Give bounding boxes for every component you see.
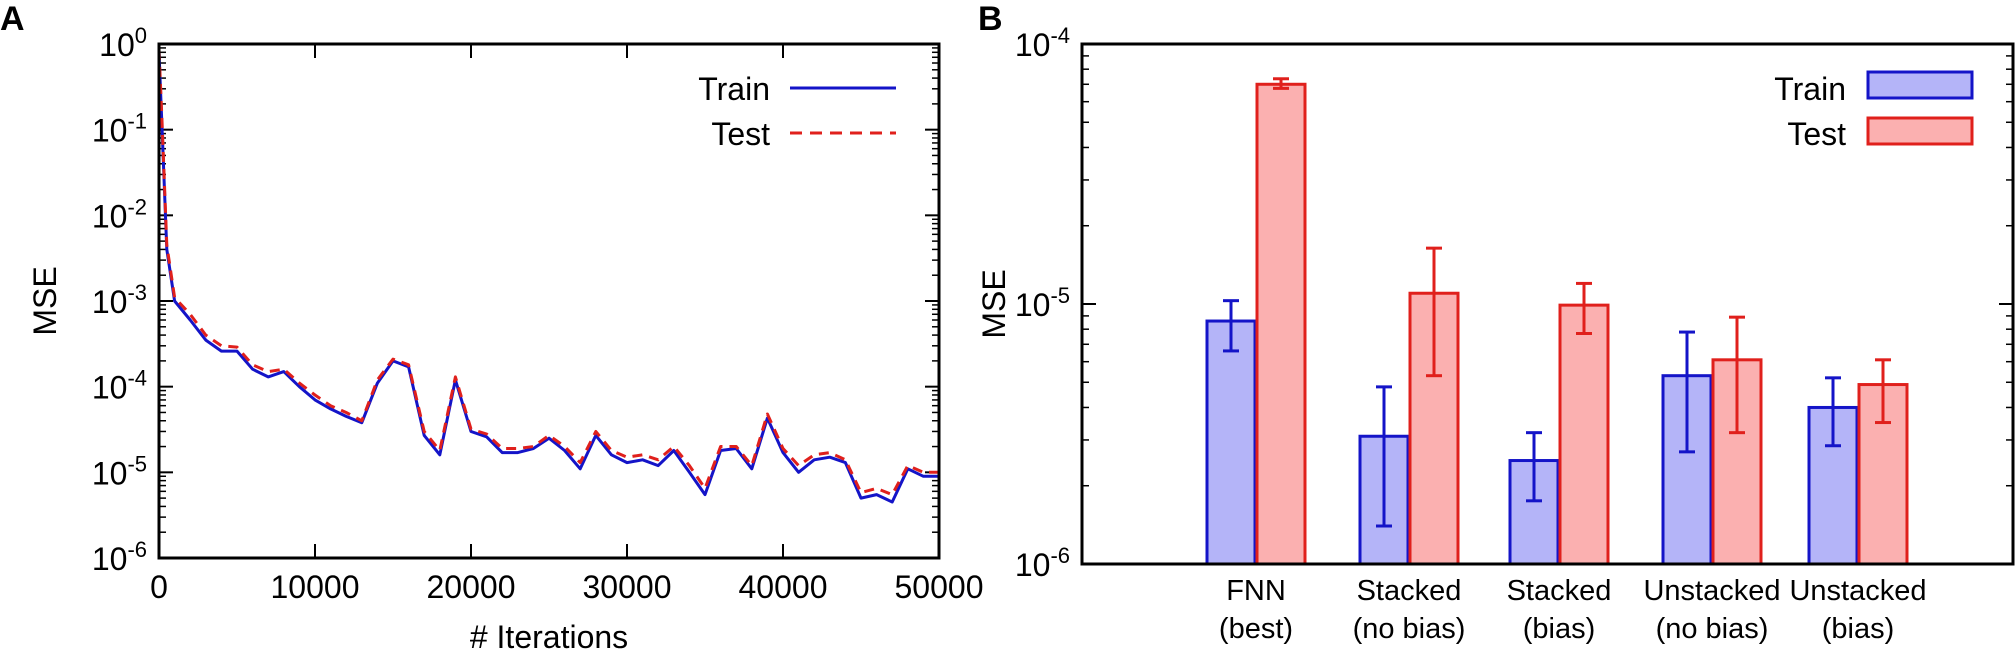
bar-train-4 bbox=[1807, 405, 1859, 566]
bar-train-0 bbox=[1205, 319, 1257, 566]
x-tick-label: 0 bbox=[150, 569, 168, 605]
panel-b-legend-test-swatch bbox=[1866, 116, 1974, 146]
panel-a-legend-train-label: Train bbox=[698, 71, 770, 107]
panel-a-y-axis-label: MSE bbox=[27, 266, 63, 335]
panel-b-bar-chart: B 10-4 10-5 10-6 FNN (best) Stacked (no bias)… bbox=[976, 0, 2015, 645]
x-tick-label: 40000 bbox=[739, 569, 828, 605]
y-tick-label: 10-5 bbox=[1015, 283, 1070, 323]
panel-a-line-chart: A 100 10-1 10-2 10-3 10-4 10-5 10-6 0 10000 2000… bbox=[0, 0, 983, 651]
x-tick-label: 50000 bbox=[895, 569, 984, 605]
category-label-2: Stacked (bias) bbox=[1507, 575, 1612, 645]
y-tick-label: 10-6 bbox=[92, 537, 147, 577]
y-tick-label: 10-6 bbox=[1015, 543, 1070, 583]
panel-b-legend: Train Test bbox=[1774, 70, 1974, 152]
panel-b-y-axis-label: MSE bbox=[976, 269, 1012, 338]
x-tick-label: 10000 bbox=[271, 569, 360, 605]
y-tick-label: 10-4 bbox=[1015, 23, 1070, 63]
panel-a-ticks bbox=[158, 43, 940, 559]
category-label-1: Stacked (no bias) bbox=[1353, 575, 1466, 645]
series-test-line bbox=[159, 49, 939, 497]
panel-a-x-tick-labels: 0 10000 20000 30000 40000 50000 bbox=[150, 569, 983, 605]
bar-test-0 bbox=[1255, 82, 1307, 566]
y-tick-label: 10-5 bbox=[92, 451, 147, 491]
x-tick-label: 20000 bbox=[427, 569, 516, 605]
panel-b-x-tick-labels: FNN (best) Stacked (no bias) Stacked (bias) Un… bbox=[1219, 575, 1927, 645]
panel-b-legend-train-label: Train bbox=[1774, 71, 1846, 107]
y-tick-label: 10-1 bbox=[92, 109, 147, 149]
panel-b-bars bbox=[1205, 77, 1909, 566]
panel-a-label: A bbox=[0, 0, 25, 38]
x-tick-label: 30000 bbox=[583, 569, 672, 605]
category-label-3: Unstacked (no bias) bbox=[1643, 575, 1780, 645]
y-tick-label: 10-4 bbox=[92, 366, 147, 406]
panel-a-series bbox=[159, 49, 939, 504]
bar-test-2 bbox=[1558, 303, 1610, 566]
panel-a-y-tick-labels: 100 10-1 10-2 10-3 10-4 10-5 10-6 bbox=[92, 23, 147, 577]
category-label-4: Unstacked (bias) bbox=[1789, 575, 1926, 645]
y-tick-label: 10-2 bbox=[92, 194, 147, 234]
panel-a-legend-test-label: Test bbox=[711, 116, 770, 152]
series-train-line bbox=[159, 52, 939, 504]
panel-a-legend: Train Test bbox=[698, 71, 896, 152]
y-tick-label: 100 bbox=[99, 23, 147, 63]
panel-b-legend-test-label: Test bbox=[1787, 116, 1846, 152]
category-label-0: FNN (best) bbox=[1219, 575, 1293, 645]
panel-b-legend-train-swatch bbox=[1866, 70, 1974, 100]
panel-a-x-axis-label: # Iterations bbox=[470, 619, 628, 651]
panel-b-y-tick-labels: 10-4 10-5 10-6 bbox=[1015, 23, 1070, 583]
y-tick-label: 10-3 bbox=[92, 280, 147, 320]
panel-a-axes-frame bbox=[157, 42, 941, 560]
panel-b-axes-frame bbox=[1080, 42, 2015, 566]
panel-b-label: B bbox=[978, 0, 1003, 38]
